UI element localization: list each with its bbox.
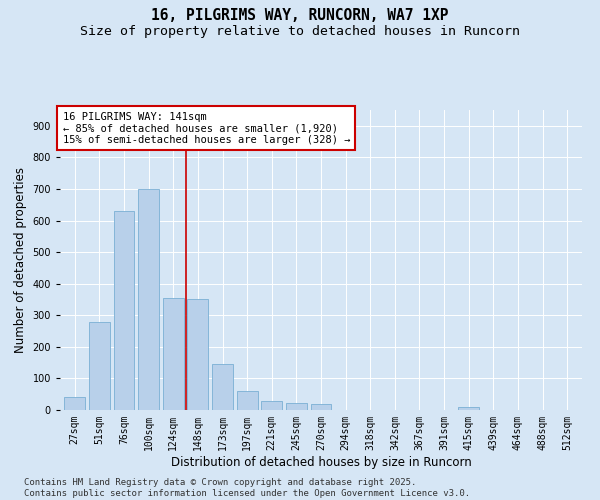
Bar [89, 322, 110, 410]
Bar [261, 401, 282, 410]
Bar [212, 364, 233, 410]
X-axis label: Distribution of detached houses by size in Runcorn: Distribution of detached houses by size … [170, 456, 472, 468]
Text: 16 PILGRIMS WAY: 141sqm
← 85% of detached houses are smaller (1,920)
15% of semi: 16 PILGRIMS WAY: 141sqm ← 85% of detache… [62, 112, 350, 144]
Text: Contains HM Land Registry data © Crown copyright and database right 2025.
Contai: Contains HM Land Registry data © Crown c… [24, 478, 470, 498]
Bar [311, 404, 331, 410]
Bar [163, 298, 184, 410]
Y-axis label: Number of detached properties: Number of detached properties [14, 167, 27, 353]
Text: 16, PILGRIMS WAY, RUNCORN, WA7 1XP: 16, PILGRIMS WAY, RUNCORN, WA7 1XP [151, 8, 449, 22]
Bar [187, 300, 208, 410]
Bar [286, 403, 307, 410]
Bar [458, 408, 479, 410]
Bar [236, 391, 257, 410]
Text: Size of property relative to detached houses in Runcorn: Size of property relative to detached ho… [80, 25, 520, 38]
Bar [138, 189, 159, 410]
Bar [113, 211, 134, 410]
Bar [64, 396, 85, 410]
